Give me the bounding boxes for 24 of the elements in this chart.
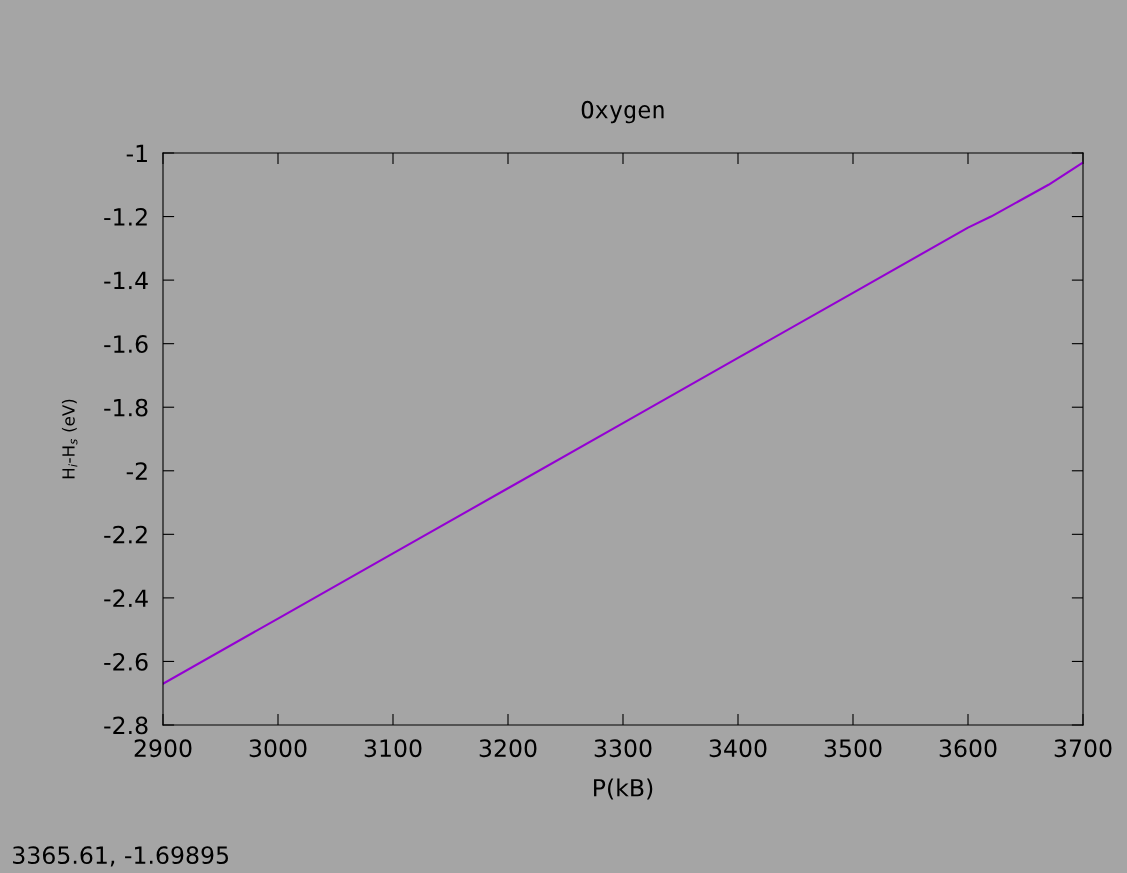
y-tick-label: -1.2 (104, 208, 147, 226)
x-tick-label: 3000 (249, 739, 307, 758)
y-tick-label: -1 (126, 144, 147, 162)
chart-title: Oxygen (581, 100, 664, 124)
x-tick-label: 3300 (594, 739, 652, 758)
x-tick-label: 3400 (709, 739, 767, 758)
y-tick-label: -1.6 (104, 335, 148, 353)
x-axis-title: P(kB) (594, 778, 653, 800)
x-tick-label: 2900 (134, 739, 192, 758)
y-tick-label: -2.6 (104, 652, 148, 671)
y-axis-title: H$_{i}$-H$_{s}$ (eV) (61, 399, 78, 479)
y-tick-label: -1.8 (104, 398, 148, 417)
y-tick-label: -2 (126, 462, 147, 480)
x-tick-label: 3500 (824, 739, 882, 758)
y-tick-label: -2.8 (104, 716, 148, 735)
text: 3365.61, -1.69895 (13, 846, 229, 867)
x-tick-label: 3100 (364, 739, 422, 758)
y-tick-label: -1.4 (104, 271, 148, 290)
y-tick-label: -2.4 (104, 589, 148, 607)
x-tick-label: 3700 (1054, 739, 1112, 758)
y-tick-label: -2.2 (104, 525, 147, 544)
x-tick-label: 3200 (479, 739, 537, 758)
x-tick-label: 3600 (939, 739, 997, 758)
line-series (163, 161, 1083, 685)
